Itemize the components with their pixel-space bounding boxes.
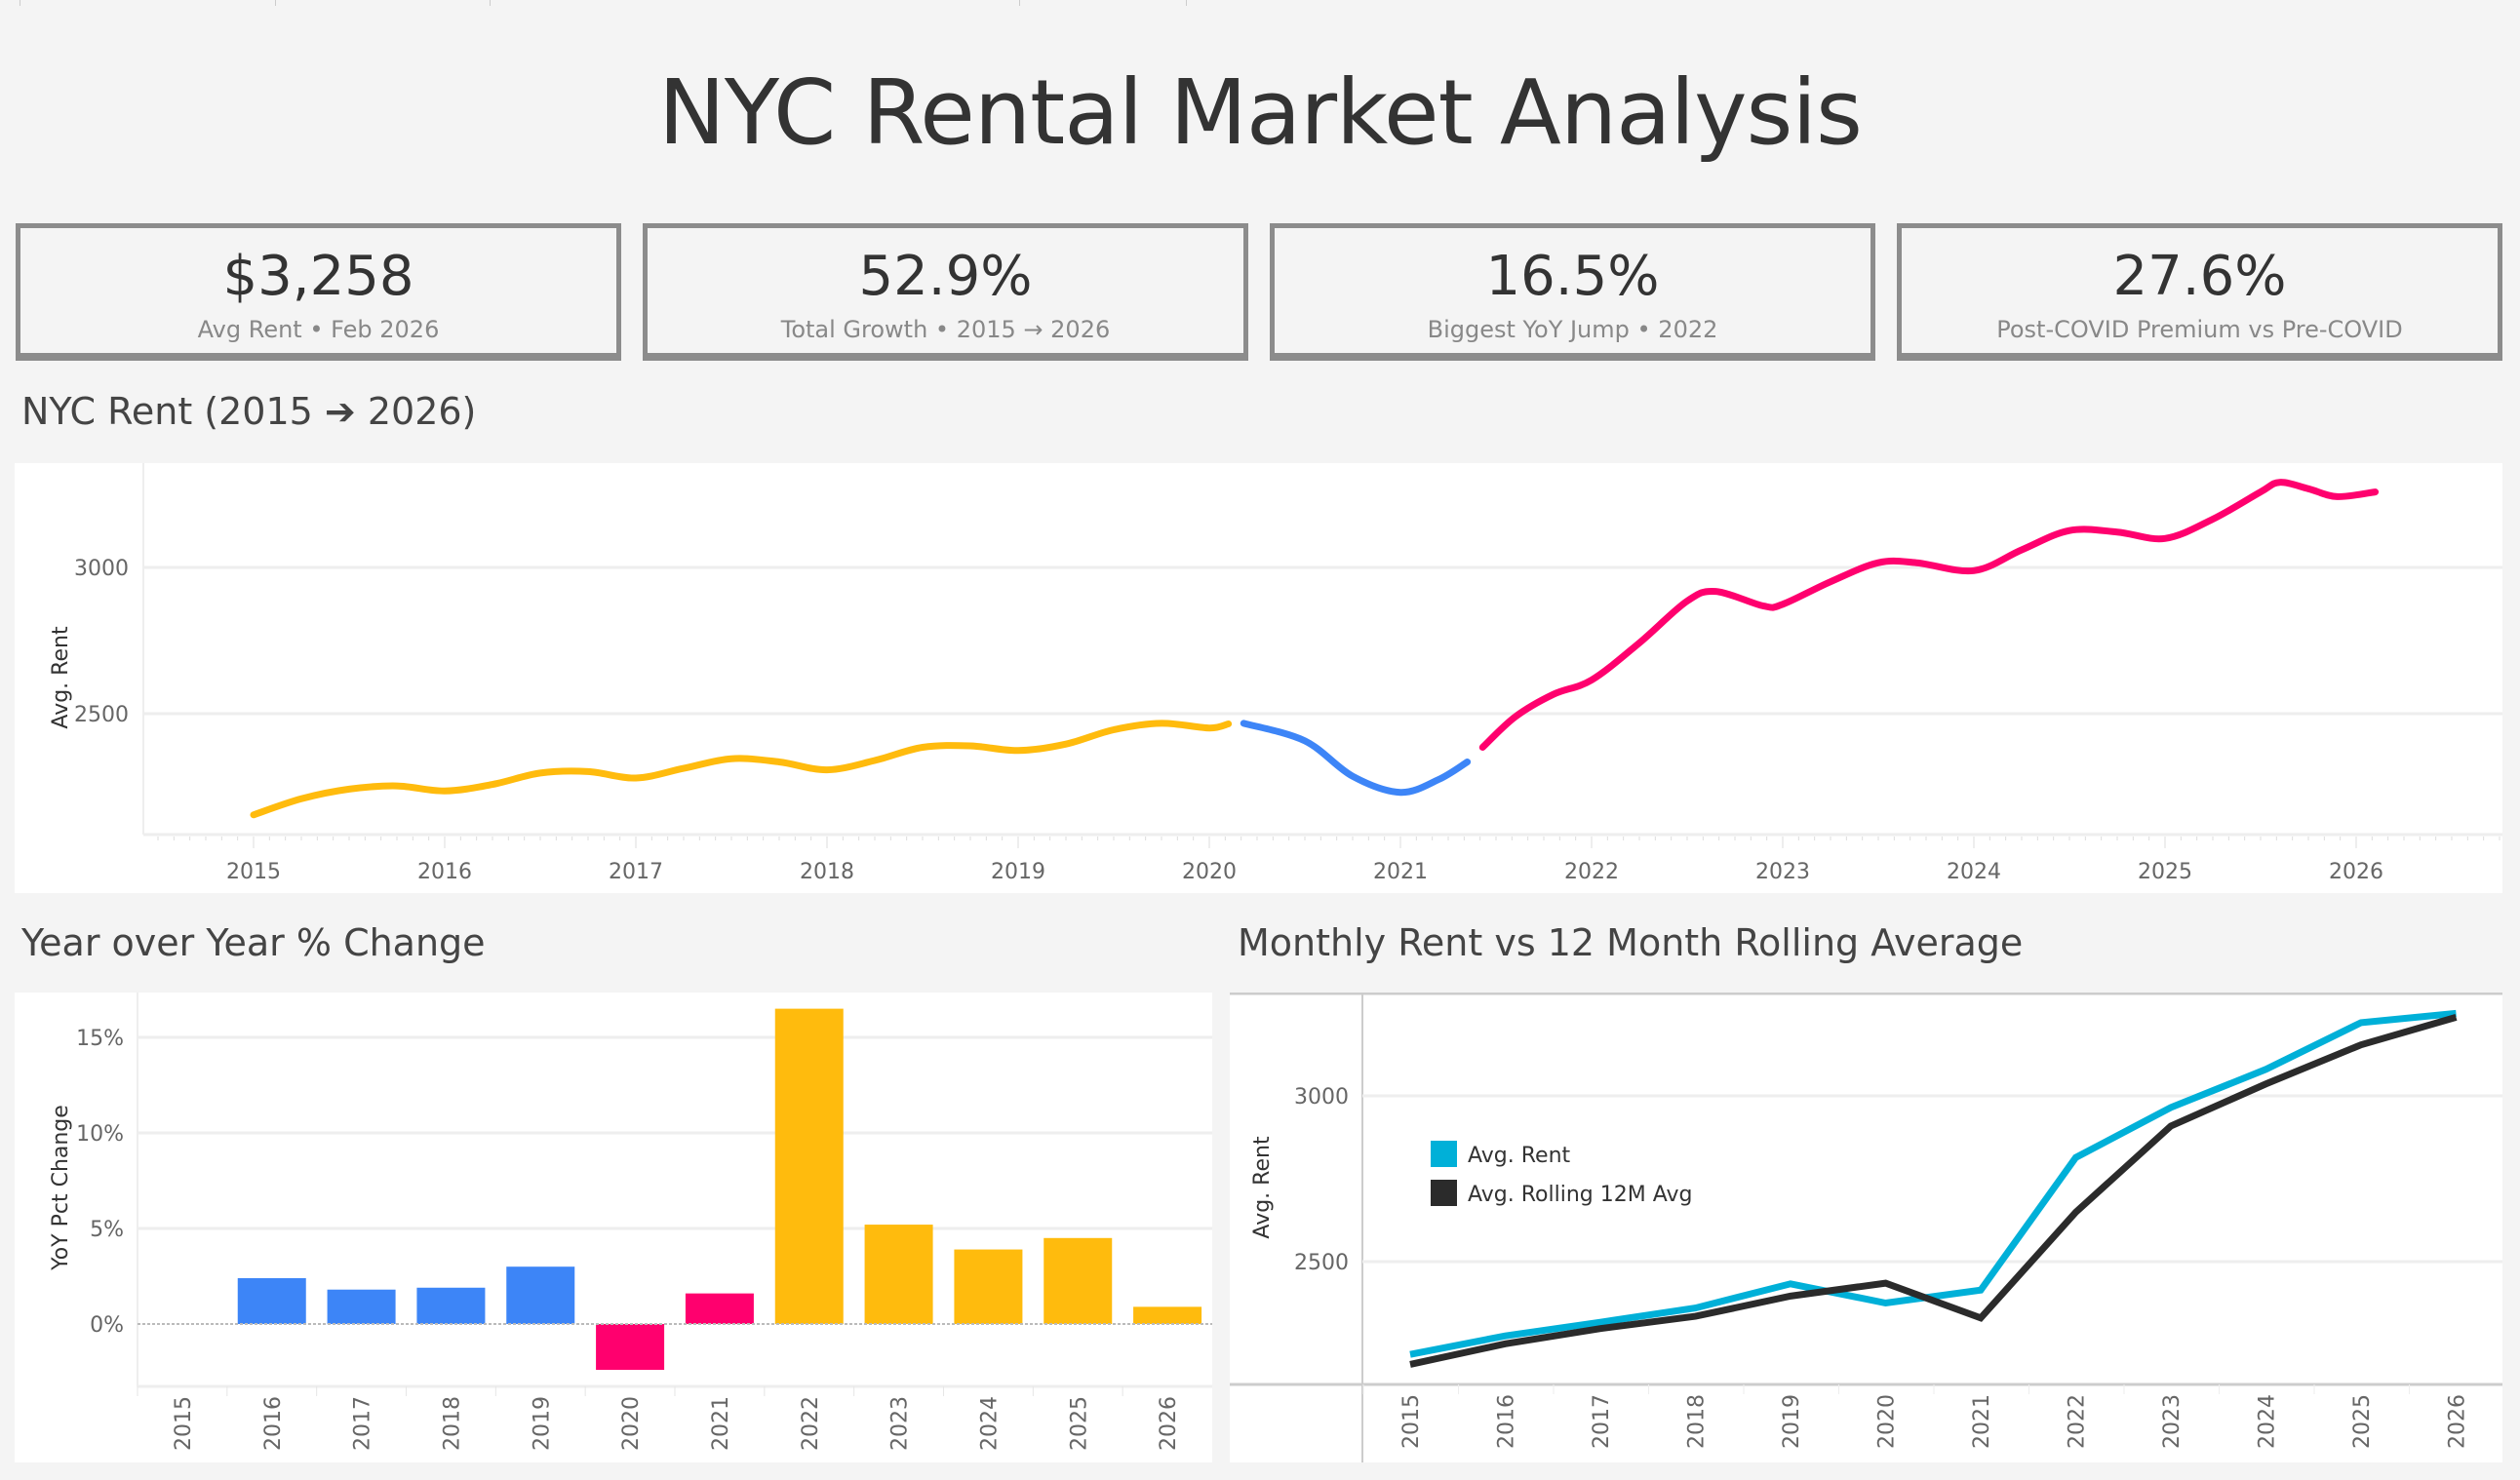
x-tick-label: 2016 <box>417 860 472 884</box>
x-tick-label: 2025 <box>2350 1394 2375 1449</box>
yoy-bar <box>506 1266 575 1324</box>
kpi-card-avg-rent: $3,258 Avg Rent • Feb 2026 <box>16 223 621 361</box>
kpi-label: Biggest YoY Jump • 2022 <box>1427 316 1718 343</box>
y-tick-label: 2500 <box>1294 1251 1349 1275</box>
rolling-chart-panel: Avg. Rent 2500 3000 2015 2016 2017 2018 2019 20… <box>1230 992 2502 1462</box>
kpi-card-total-growth: 52.9% Total Growth • 2015 → 2026 <box>643 223 1248 361</box>
legend-label: Avg. Rolling 12M Avg <box>1468 1183 1692 1207</box>
x-tick-label: 2016 <box>261 1396 286 1451</box>
y-tick-label: 3000 <box>74 557 129 581</box>
y-axis-title: YoY Pct Change <box>49 1105 73 1271</box>
yoy-bar <box>327 1289 396 1324</box>
kpi-label: Avg Rent • Feb 2026 <box>197 316 440 343</box>
yoy-bar <box>685 1293 754 1324</box>
kpi-value: $3,258 <box>222 245 414 308</box>
x-tick-label: 2019 <box>991 860 1045 884</box>
rent-line-chart: Avg. Rent 2500 3000 2015 2016 2017 2018 2019 20… <box>49 463 2502 884</box>
x-tick-label: 2024 <box>1947 860 2001 884</box>
x-tick-label: 2020 <box>619 1396 644 1451</box>
yoy-bar <box>774 1008 844 1324</box>
kpi-card-biggest-yoy: 16.5% Biggest YoY Jump • 2022 <box>1270 223 1875 361</box>
x-tick-label: 2023 <box>2160 1394 2185 1449</box>
main-chart-panel: Avg. Rent 2500 3000 2015 2016 2017 2018 2019 20… <box>15 463 2502 893</box>
x-tick-label: 2015 <box>226 860 281 884</box>
x-tick-label: 2026 <box>1157 1396 1181 1451</box>
x-tick-label: 2016 <box>1495 1394 1519 1449</box>
kpi-label: Total Growth • 2015 → 2026 <box>780 316 1111 343</box>
x-tick-label: 2021 <box>1373 860 1428 884</box>
x-tick-label: 2022 <box>1564 860 1619 884</box>
x-tick-label: 2022 <box>2066 1394 2090 1449</box>
x-tick-label: 2026 <box>2446 1394 2470 1449</box>
x-tick-label: 2025 <box>1067 1396 1091 1451</box>
yoy-bar <box>596 1324 665 1371</box>
x-tick-label: 2017 <box>609 860 663 884</box>
main-chart-title: NYC Rent (2015 ➔ 2026) <box>21 390 477 433</box>
x-tick-label: 2019 <box>1780 1394 1804 1449</box>
kpi-label: Post-COVID Premium vs Pre-COVID <box>1996 316 2403 343</box>
x-tick-label: 2019 <box>530 1396 554 1451</box>
x-tick-label: 2020 <box>1875 1394 1900 1449</box>
kpi-value: 27.6% <box>2112 245 2287 308</box>
top-strip-divider <box>1186 0 1187 6</box>
yoy-chart-panel: YoY Pct Change 0% 5% 10% 15% 2015 2016 2017 201… <box>15 993 1212 1462</box>
x-tick-label: 2015 <box>172 1396 196 1451</box>
x-tick-label: 2017 <box>1590 1394 1614 1449</box>
legend-swatch <box>1431 1141 1457 1167</box>
x-tick-label: 2022 <box>799 1396 823 1451</box>
x-tick-label: 2025 <box>2138 860 2192 884</box>
rolling-chart-title: Monthly Rent vs 12 Month Rolling Average <box>1238 921 2024 964</box>
series-line <box>1409 1009 2457 1358</box>
yoy-bar <box>416 1287 486 1324</box>
y-axis-title: Avg. Rent <box>49 626 73 729</box>
y-axis-title: Avg. Rent <box>1250 1136 1275 1239</box>
kpi-value: 16.5% <box>1485 245 1660 308</box>
yoy-bar <box>1043 1237 1113 1324</box>
yoy-bar-chart: YoY Pct Change 0% 5% 10% 15% 2015 2016 2017 201… <box>49 993 1212 1451</box>
x-tick-label: 2024 <box>2256 1394 2280 1449</box>
x-tick-label: 2023 <box>888 1396 913 1451</box>
kpi-card-post-covid-premium: 27.6% Post-COVID Premium vs Pre-COVID <box>1897 223 2502 361</box>
top-strip-divider <box>1019 0 1020 6</box>
y-tick-label: 10% <box>76 1122 124 1147</box>
x-tick-label: 2018 <box>440 1396 464 1451</box>
x-tick-label: 2021 <box>709 1396 733 1451</box>
y-tick-label: 2500 <box>74 703 129 727</box>
x-tick-label: 2018 <box>1685 1394 1710 1449</box>
y-tick-label: 15% <box>76 1027 124 1051</box>
rolling-line-chart: Avg. Rent 2500 3000 2015 2016 2017 2018 2019 20… <box>1230 992 2502 1462</box>
kpi-value: 52.9% <box>858 245 1033 308</box>
x-tick-label: 2015 <box>1399 1394 1424 1449</box>
legend-label: Avg. Rent <box>1468 1144 1571 1168</box>
top-strip-divider <box>490 0 491 6</box>
yoy-bar <box>864 1225 933 1324</box>
x-tick-label: 2026 <box>2329 860 2383 884</box>
y-tick-label: 0% <box>90 1313 124 1338</box>
x-tick-label: 2023 <box>1755 860 1810 884</box>
x-tick-label: 2018 <box>800 860 854 884</box>
rent-line-segment <box>250 720 1233 819</box>
rent-line-segment <box>1478 479 2380 751</box>
x-tick-label: 2024 <box>977 1396 1002 1451</box>
yoy-bar <box>237 1277 306 1324</box>
y-tick-label: 3000 <box>1294 1085 1349 1110</box>
x-tick-label: 2020 <box>1182 860 1237 884</box>
yoy-bar <box>954 1249 1023 1324</box>
legend-swatch <box>1431 1180 1457 1206</box>
top-strip-divider <box>275 0 276 6</box>
rent-line-segment <box>1240 720 1472 797</box>
yoy-bar <box>1133 1306 1202 1324</box>
dashboard-title: NYC Rental Market Analysis <box>658 60 1863 165</box>
x-tick-label: 2017 <box>351 1396 375 1451</box>
yoy-chart-title: Year over Year % Change <box>21 921 486 964</box>
series-line <box>1409 1014 2458 1368</box>
x-tick-label: 2021 <box>1970 1394 1994 1449</box>
y-tick-label: 5% <box>90 1218 124 1242</box>
